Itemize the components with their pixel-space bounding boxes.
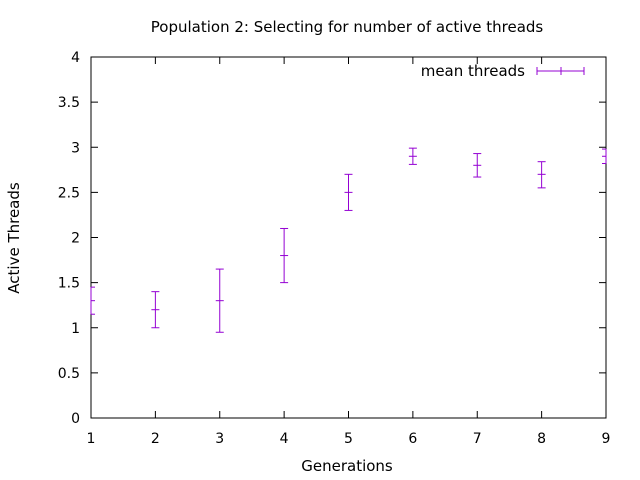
error-bar-point	[90, 286, 95, 315]
error-bar-point	[473, 153, 482, 178]
y-tick-label: 4	[71, 50, 80, 66]
x-tick-label: 7	[473, 431, 482, 447]
x-tick-label: 9	[602, 431, 611, 447]
plot-frame	[90, 56, 607, 419]
y-tick-label: 0.5	[58, 366, 80, 382]
x-tick-label: 6	[408, 431, 417, 447]
series-mean-threads	[90, 147, 607, 333]
x-axis-label: Generations	[301, 457, 393, 475]
x-tick-label: 3	[215, 431, 224, 447]
error-bar-point	[344, 173, 353, 211]
y-tick-label: 0	[71, 411, 80, 427]
legend: mean threads	[421, 62, 585, 80]
y-tick-label: 2	[71, 231, 80, 247]
x-tick-label: 2	[151, 431, 160, 447]
error-bar-point	[602, 148, 607, 164]
error-bar-point	[151, 291, 160, 329]
y-axis-label: Active Threads	[5, 182, 23, 294]
x-tick-label: 1	[87, 431, 96, 447]
tick-marks	[90, 56, 607, 419]
x-tick-label: 5	[344, 431, 353, 447]
tick-labels: 0 0.5 1 1.5 2 2.5 3 3.5 4 1 2 3 4 5 6 7 8 9	[58, 50, 611, 447]
error-bar-point	[280, 227, 289, 284]
y-tick-label: 3	[71, 140, 80, 156]
x-tick-label: 8	[537, 431, 546, 447]
y-tick-label: 2.5	[58, 185, 80, 201]
legend-sample	[536, 67, 585, 75]
y-tick-label: 1.5	[58, 276, 80, 292]
y-tick-label: 3.5	[58, 95, 80, 111]
y-tick-label: 1	[71, 321, 80, 337]
x-tick-label: 4	[280, 431, 289, 447]
error-bar-point	[408, 147, 417, 165]
legend-label: mean threads	[421, 62, 525, 80]
error-bar-point	[215, 268, 224, 333]
error-bar-point	[537, 161, 546, 189]
chart-title: Population 2: Selecting for number of ac…	[151, 18, 544, 36]
